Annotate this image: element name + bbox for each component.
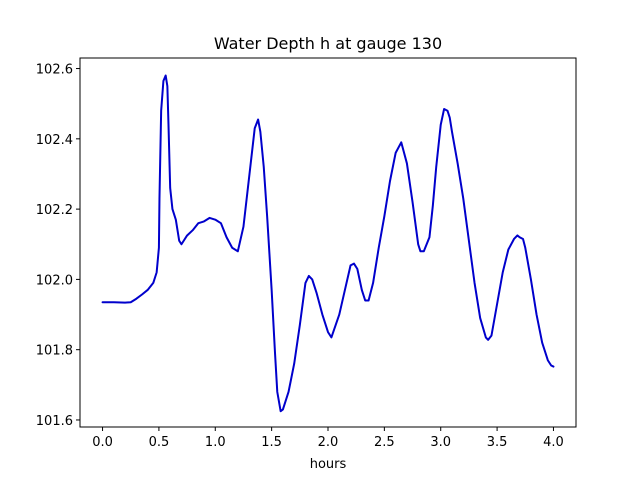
x-axis: 0.0 0.5 1.0 1.5 2.0 2.5 3.0 3.5 4.0 (92, 427, 564, 450)
y-tick-label: 101.8 (36, 344, 73, 359)
x-tick-label: 0.0 (92, 435, 113, 450)
x-tick-label: 3.5 (487, 435, 508, 450)
x-tick-label: 1.0 (205, 435, 226, 450)
y-tick-label: 102.4 (36, 133, 73, 148)
x-tick-label: 1.5 (261, 435, 282, 450)
y-tick-label: 101.6 (36, 414, 73, 429)
x-axis-label: hours (310, 457, 347, 472)
plot-frame (79, 57, 577, 428)
x-tick-label: 3.0 (430, 435, 451, 450)
y-axis: 101.6 101.8 102.0 102.2 102.4 102.6 (36, 63, 80, 429)
y-tick-label: 102.0 (36, 273, 73, 288)
y-tick-label: 102.2 (36, 203, 73, 218)
y-tick-label: 102.6 (36, 63, 73, 78)
series-line (101, 74, 555, 413)
chart-title: Water Depth h at gauge 130 (214, 34, 442, 53)
x-tick-label: 4.0 (543, 435, 564, 450)
plot-area (79, 57, 577, 428)
x-tick-label: 0.5 (149, 435, 170, 450)
x-tick-label: 2.0 (318, 435, 339, 450)
x-tick-label: 2.5 (374, 435, 395, 450)
